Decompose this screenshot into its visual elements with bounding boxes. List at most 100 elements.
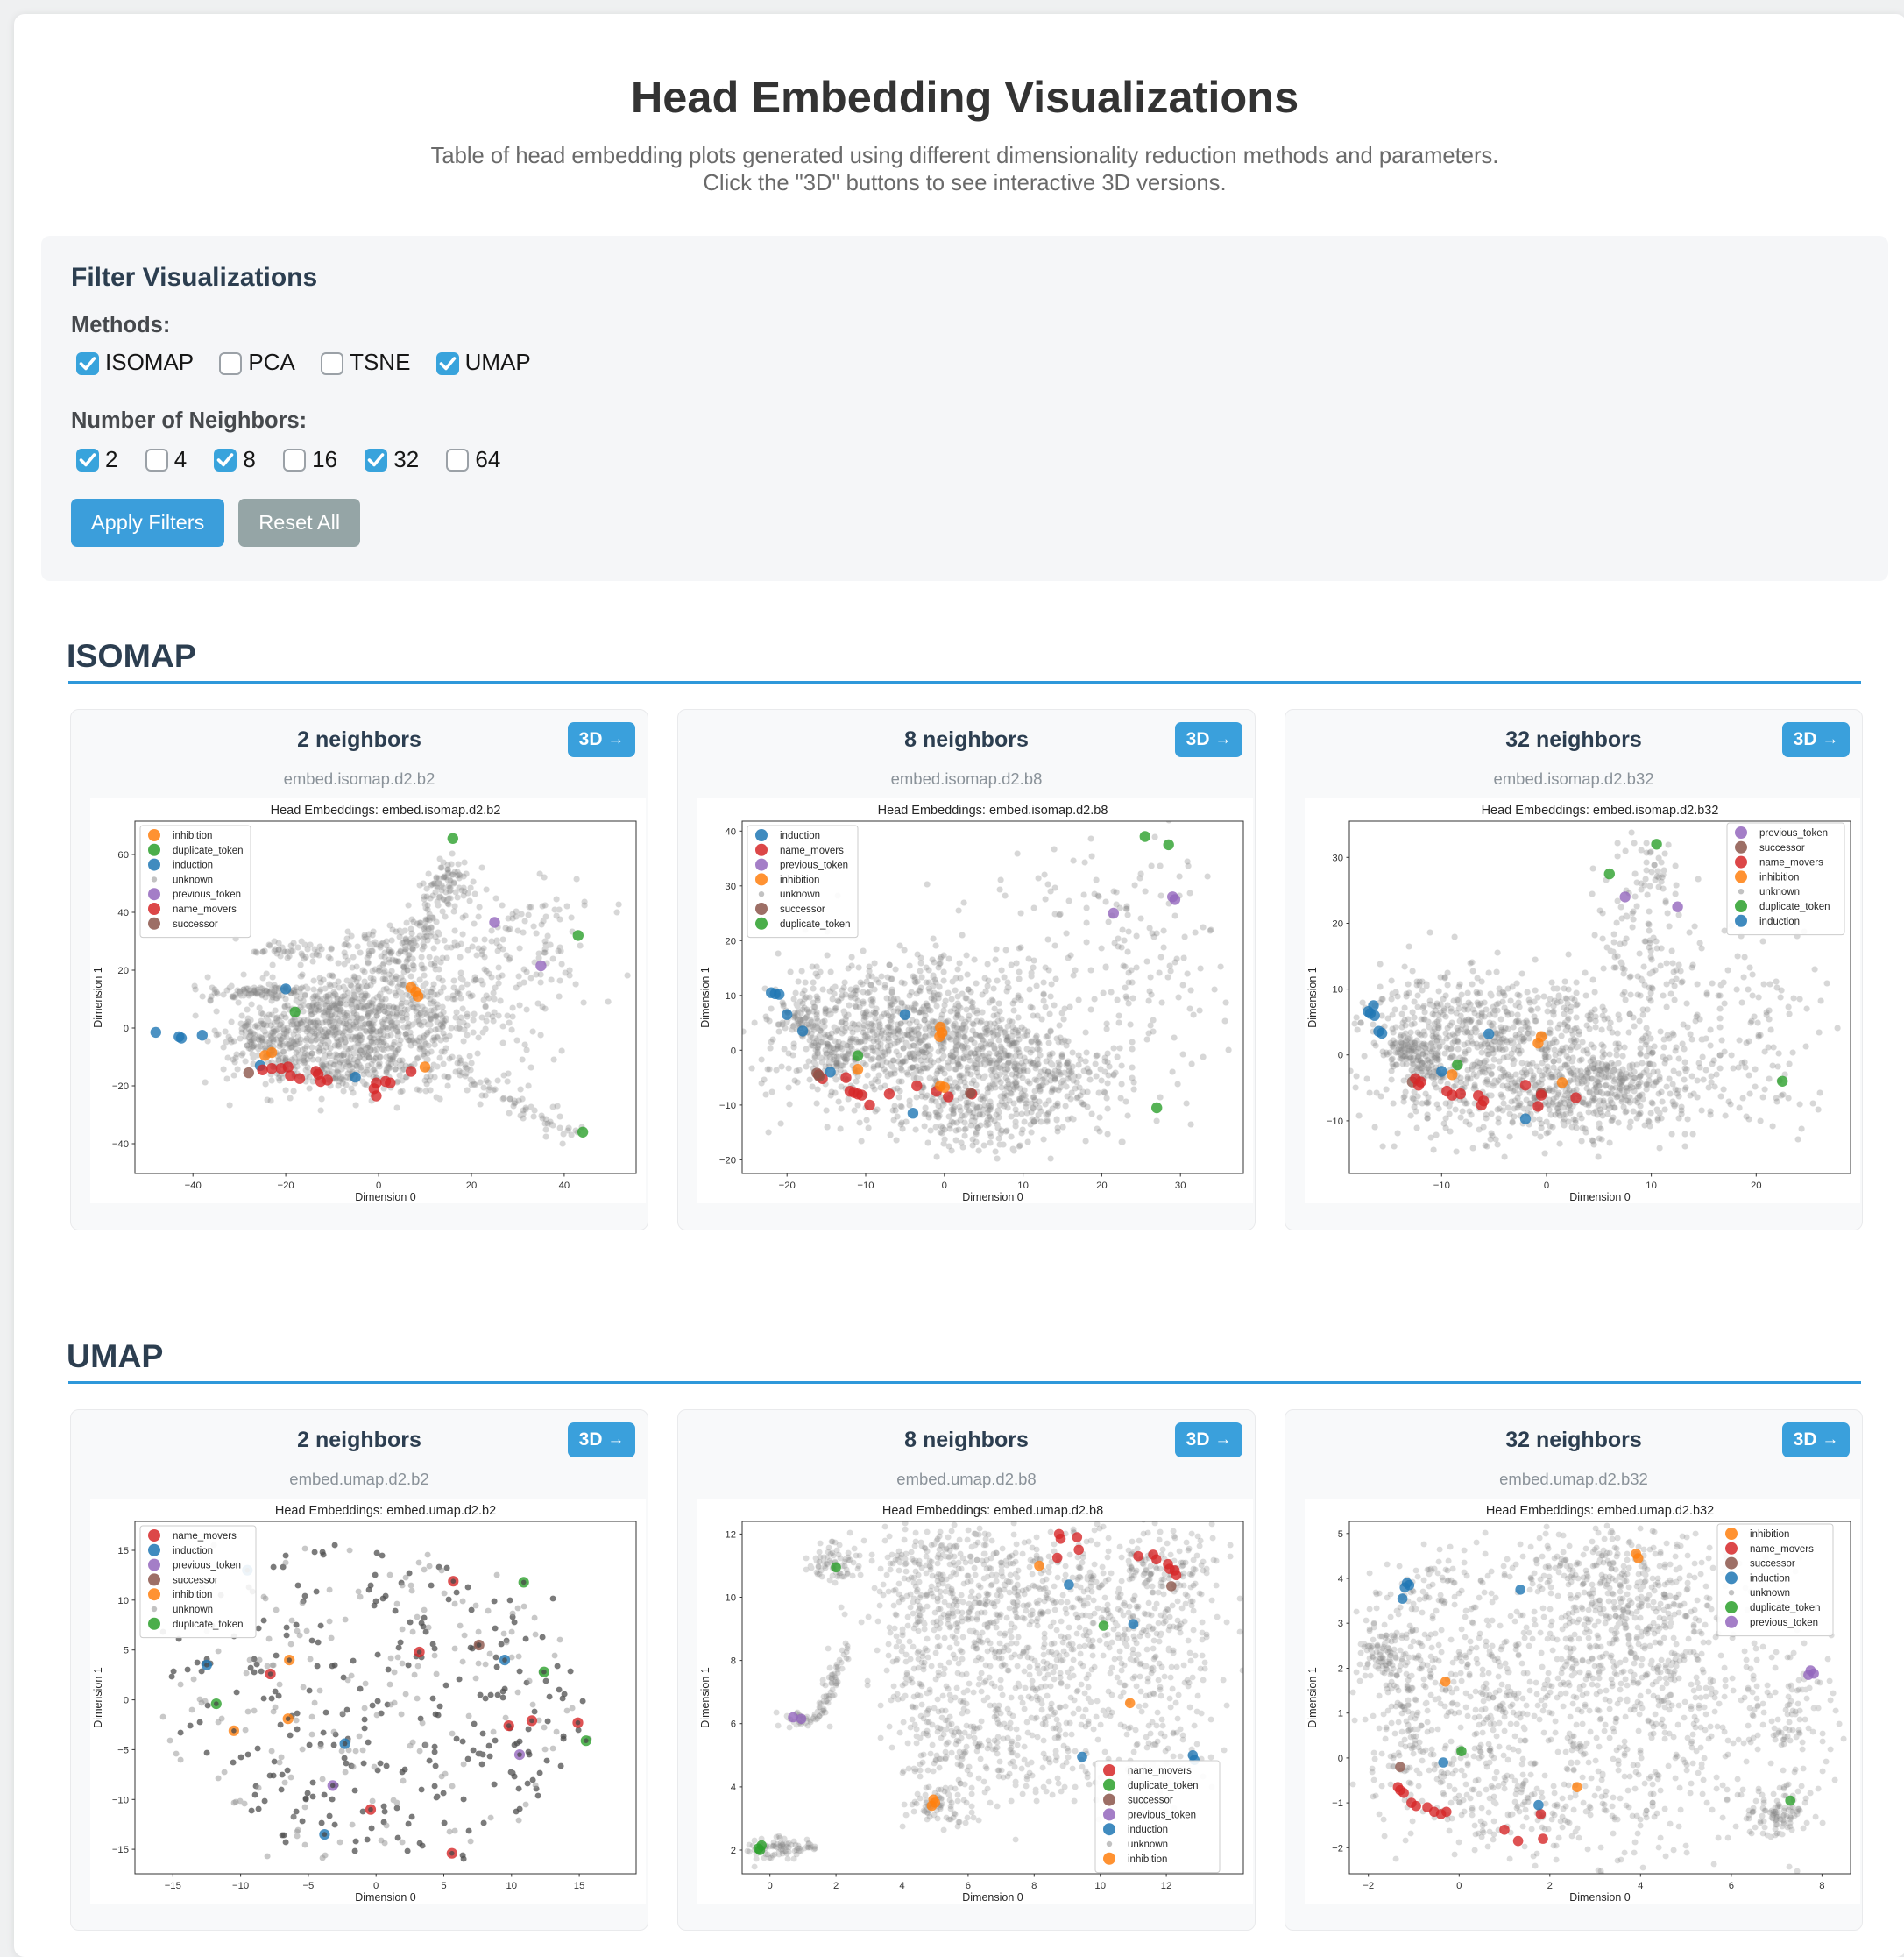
svg-text:successor: successor bbox=[1759, 843, 1805, 854]
svg-text:induction: induction bbox=[780, 831, 820, 841]
svg-text:−15: −15 bbox=[112, 1845, 129, 1855]
svg-text:successor: successor bbox=[173, 919, 218, 930]
svg-text:30: 30 bbox=[1332, 853, 1343, 863]
svg-text:40: 40 bbox=[117, 908, 129, 918]
svg-text:induction: induction bbox=[173, 1546, 213, 1556]
svg-text:duplicate_token: duplicate_token bbox=[1759, 902, 1830, 912]
svg-text:induction: induction bbox=[1128, 1825, 1168, 1835]
svg-text:Dimension 0: Dimension 0 bbox=[962, 1191, 1023, 1203]
svg-text:unknown: unknown bbox=[1750, 1588, 1790, 1599]
svg-text:10: 10 bbox=[506, 1881, 518, 1891]
svg-text:4: 4 bbox=[1638, 1881, 1643, 1891]
svg-text:previous_token: previous_token bbox=[780, 861, 848, 871]
svg-text:2: 2 bbox=[731, 1846, 736, 1856]
svg-text:Head Embeddings: embed.umap.d2: Head Embeddings: embed.umap.d2.b2 bbox=[275, 1504, 496, 1518]
svg-text:successor: successor bbox=[173, 1575, 218, 1585]
svg-text:6: 6 bbox=[731, 1719, 736, 1730]
svg-text:name_movers: name_movers bbox=[1750, 1544, 1814, 1555]
svg-text:0: 0 bbox=[373, 1881, 379, 1891]
svg-text:−10: −10 bbox=[1327, 1117, 1343, 1127]
svg-text:Dimension 0: Dimension 0 bbox=[355, 1891, 416, 1904]
svg-text:−10: −10 bbox=[112, 1795, 129, 1805]
svg-text:Dimension 1: Dimension 1 bbox=[92, 967, 104, 1028]
svg-text:0: 0 bbox=[1544, 1181, 1549, 1191]
svg-text:0: 0 bbox=[768, 1881, 773, 1891]
svg-text:5: 5 bbox=[441, 1881, 446, 1891]
svg-text:Head Embeddings: embed.isomap.: Head Embeddings: embed.isomap.d2.b32 bbox=[1482, 804, 1719, 818]
svg-text:40: 40 bbox=[725, 826, 736, 837]
svg-text:12: 12 bbox=[1161, 1881, 1172, 1891]
svg-text:5: 5 bbox=[1338, 1529, 1343, 1540]
svg-text:4: 4 bbox=[1338, 1574, 1343, 1585]
svg-text:15: 15 bbox=[117, 1546, 129, 1556]
svg-text:−20: −20 bbox=[719, 1155, 736, 1166]
svg-text:name_movers: name_movers bbox=[780, 846, 844, 856]
svg-text:0: 0 bbox=[124, 1696, 129, 1706]
svg-text:previous_token: previous_token bbox=[1750, 1618, 1818, 1628]
svg-text:inhibition: inhibition bbox=[1759, 872, 1799, 883]
svg-text:−20: −20 bbox=[779, 1181, 796, 1191]
svg-text:Dimension 0: Dimension 0 bbox=[1569, 1891, 1631, 1904]
svg-text:name_movers: name_movers bbox=[173, 904, 237, 915]
svg-text:10: 10 bbox=[1017, 1181, 1029, 1191]
svg-text:induction: induction bbox=[1750, 1573, 1790, 1584]
svg-text:duplicate_token: duplicate_token bbox=[1750, 1603, 1821, 1613]
svg-text:30: 30 bbox=[725, 882, 736, 892]
svg-text:Dimension 0: Dimension 0 bbox=[355, 1191, 416, 1203]
svg-text:inhibition: inhibition bbox=[1128, 1854, 1167, 1865]
svg-text:10: 10 bbox=[1094, 1881, 1106, 1891]
svg-text:successor: successor bbox=[780, 904, 825, 915]
svg-text:unknown: unknown bbox=[173, 1605, 213, 1615]
svg-text:−10: −10 bbox=[719, 1101, 736, 1111]
svg-text:6: 6 bbox=[966, 1881, 971, 1891]
svg-text:20: 20 bbox=[466, 1181, 478, 1191]
svg-text:1: 1 bbox=[1338, 1709, 1343, 1719]
svg-text:Dimension 1: Dimension 1 bbox=[699, 967, 711, 1028]
svg-text:12: 12 bbox=[725, 1529, 736, 1540]
svg-text:−5: −5 bbox=[302, 1881, 314, 1891]
svg-text:Dimension 1: Dimension 1 bbox=[1306, 1667, 1319, 1728]
svg-text:successor: successor bbox=[1128, 1796, 1173, 1806]
svg-text:2: 2 bbox=[1338, 1664, 1343, 1675]
svg-text:2: 2 bbox=[833, 1881, 839, 1891]
svg-text:8: 8 bbox=[1819, 1881, 1824, 1891]
svg-text:−40: −40 bbox=[185, 1181, 202, 1191]
svg-text:0: 0 bbox=[1338, 1754, 1343, 1764]
svg-text:4: 4 bbox=[899, 1881, 904, 1891]
svg-text:10: 10 bbox=[1646, 1181, 1657, 1191]
svg-text:−10: −10 bbox=[1433, 1181, 1450, 1191]
svg-text:Head Embeddings: embed.umap.d2: Head Embeddings: embed.umap.d2.b32 bbox=[1486, 1504, 1714, 1518]
svg-text:5: 5 bbox=[124, 1646, 129, 1656]
svg-text:−10: −10 bbox=[857, 1181, 874, 1191]
svg-text:unknown: unknown bbox=[780, 890, 820, 900]
svg-text:4: 4 bbox=[731, 1783, 736, 1793]
svg-text:unknown: unknown bbox=[173, 875, 213, 885]
svg-text:induction: induction bbox=[173, 861, 213, 871]
svg-text:Head Embeddings: embed.umap.d2: Head Embeddings: embed.umap.d2.b8 bbox=[882, 1504, 1103, 1518]
svg-text:0: 0 bbox=[1456, 1881, 1462, 1891]
svg-text:unknown: unknown bbox=[1759, 887, 1800, 897]
svg-text:successor: successor bbox=[1750, 1559, 1795, 1570]
svg-text:0: 0 bbox=[376, 1181, 381, 1191]
svg-text:0: 0 bbox=[1338, 1051, 1343, 1061]
svg-text:induction: induction bbox=[1759, 917, 1800, 927]
svg-text:−40: −40 bbox=[112, 1139, 129, 1150]
svg-text:Dimension 0: Dimension 0 bbox=[1569, 1191, 1631, 1203]
svg-text:previous_token: previous_token bbox=[173, 890, 241, 900]
svg-text:0: 0 bbox=[731, 1046, 736, 1056]
svg-text:duplicate_token: duplicate_token bbox=[173, 846, 244, 856]
svg-text:previous_token: previous_token bbox=[173, 1561, 241, 1571]
svg-text:0: 0 bbox=[124, 1024, 129, 1034]
svg-text:10: 10 bbox=[725, 1593, 736, 1604]
svg-text:Dimension 0: Dimension 0 bbox=[962, 1891, 1023, 1904]
svg-text:10: 10 bbox=[725, 991, 736, 1002]
svg-text:inhibition: inhibition bbox=[173, 831, 212, 841]
svg-text:−2: −2 bbox=[1332, 1843, 1343, 1854]
svg-text:previous_token: previous_token bbox=[1128, 1810, 1196, 1820]
svg-text:6: 6 bbox=[1729, 1881, 1734, 1891]
svg-text:15: 15 bbox=[574, 1881, 585, 1891]
svg-text:−15: −15 bbox=[165, 1881, 181, 1891]
svg-text:Head Embeddings: embed.isomap.: Head Embeddings: embed.isomap.d2.b2 bbox=[271, 804, 501, 818]
svg-text:name_movers: name_movers bbox=[1128, 1766, 1192, 1776]
svg-text:20: 20 bbox=[1096, 1181, 1108, 1191]
